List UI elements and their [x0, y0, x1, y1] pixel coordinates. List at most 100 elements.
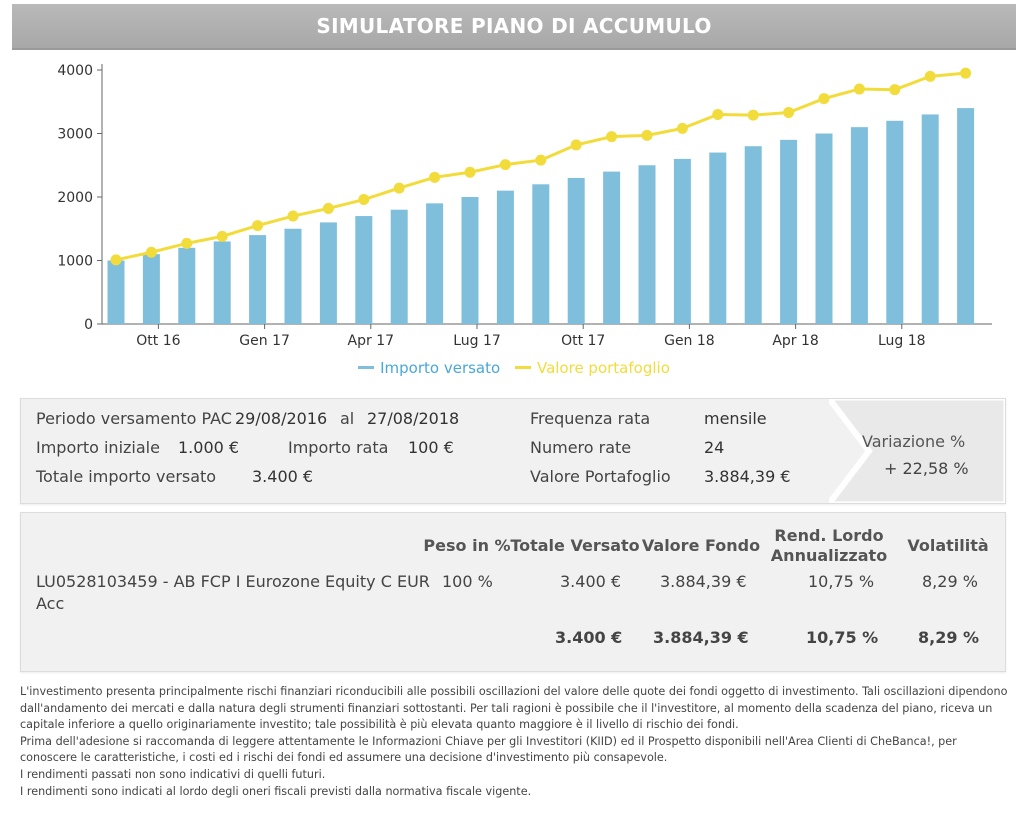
bar-importo-versato — [709, 152, 727, 324]
bar-importo-versato — [178, 247, 196, 324]
valore-portafoglio-value: 3.884,39 € — [704, 467, 791, 486]
point-valore-portafoglio — [393, 182, 405, 194]
total-totale-versato: 3.400 € — [555, 628, 623, 647]
disclaimer: L'investimento presenta principalmente r… — [20, 684, 1010, 800]
total-volatilita: 8,29 % — [918, 628, 980, 647]
bar-importo-versato — [426, 203, 444, 324]
legend-item-importo-versato[interactable]: Importo versato — [358, 359, 500, 377]
importo-rata-value: 100 € — [408, 438, 454, 457]
x-tick-label: Lug 17 — [453, 333, 501, 349]
x-tick-label: Apr 17 — [348, 333, 394, 349]
valore-portafoglio-label: Valore Portafoglio — [530, 467, 671, 486]
bar-importo-versato — [213, 241, 231, 324]
bar-importo-versato — [921, 114, 939, 324]
bar-importo-versato — [284, 228, 302, 324]
header-peso: Peso in % — [423, 536, 511, 555]
totale-importo-value: 3.400 € — [252, 467, 314, 486]
point-valore-portafoglio — [322, 202, 334, 214]
bar-series-importo-versato — [107, 108, 975, 325]
chart-legend: Importo versato Valore portafoglio — [12, 359, 1016, 377]
bar-importo-versato — [249, 235, 267, 324]
bar-importo-versato — [496, 190, 514, 324]
point-valore-portafoglio — [676, 122, 688, 134]
point-valore-portafoglio — [287, 210, 299, 222]
fund-name-line2: Acc — [36, 594, 65, 613]
periodo-start-value: 29/08/2016 — [235, 409, 328, 428]
header-totale-versato: Totale Versato — [510, 536, 640, 555]
disclaimer-p3: I rendimenti passati non sono indicativi… — [20, 767, 326, 781]
point-valore-portafoglio — [464, 166, 476, 178]
bar-importo-versato — [532, 184, 550, 324]
header-volatilita: Volatilità — [907, 536, 989, 555]
numero-rate-value: 24 — [704, 438, 725, 457]
point-valore-portafoglio — [499, 159, 511, 171]
fund-peso: 100 % — [442, 572, 493, 591]
bar-importo-versato — [142, 254, 160, 324]
bar-importo-versato — [461, 197, 479, 324]
y-tick-label: 1000 — [57, 254, 93, 270]
totale-importo-label: Totale importo versato — [36, 467, 217, 486]
legend-item-valore-portafoglio[interactable]: Valore portafoglio — [514, 359, 670, 377]
fund-table — [20, 512, 1006, 672]
point-valore-portafoglio — [358, 194, 370, 206]
header-valore-fondo: Valore Fondo — [641, 536, 761, 555]
point-valore-portafoglio — [783, 107, 795, 119]
fund-valore: 3.884,39 € — [660, 572, 747, 591]
variazione-value: + 22,58 % — [884, 459, 969, 478]
y-tick-label: 2000 — [57, 190, 93, 206]
numero-rate-label: Numero rate — [530, 438, 632, 457]
header-rend-lordo: Rend. Lordo Annualizzato — [770, 526, 888, 566]
x-tick-label: Ott 16 — [136, 333, 180, 349]
point-valore-portafoglio — [853, 83, 865, 95]
fund-rend: 10,75 % — [808, 572, 875, 591]
legend-swatch-bar — [358, 366, 375, 369]
x-tick-label: Gen 18 — [664, 333, 715, 349]
point-valore-portafoglio — [606, 131, 618, 143]
disclaimer-p1: L'investimento presenta principalmente r… — [20, 685, 1008, 732]
importo-rata-label: Importo rata — [288, 438, 389, 457]
bar-importo-versato — [390, 209, 408, 324]
point-valore-portafoglio — [712, 108, 724, 120]
x-tick-label: Ott 17 — [561, 333, 605, 349]
point-valore-portafoglio — [216, 230, 228, 242]
y-axis: 0 1000 2000 3000 4000 — [57, 63, 103, 333]
bar-importo-versato — [107, 260, 125, 324]
variazione-label: Variazione % — [862, 432, 966, 451]
bar-importo-versato — [355, 216, 373, 324]
legend-swatch-line — [514, 366, 531, 369]
point-valore-portafoglio — [960, 67, 972, 79]
y-tick-label: 3000 — [57, 127, 93, 143]
y-tick-label: 4000 — [57, 63, 93, 79]
point-valore-portafoglio — [252, 220, 264, 232]
bar-importo-versato — [673, 158, 691, 324]
point-valore-portafoglio — [181, 237, 193, 249]
variazione-arrow-shape — [829, 399, 1005, 503]
point-valore-portafoglio — [924, 70, 936, 82]
bar-importo-versato — [744, 146, 762, 324]
legend-label-valore-portafoglio: Valore portafoglio — [536, 359, 670, 377]
bar-importo-versato — [957, 108, 975, 324]
header-rend-line1: Rend. Lordo — [774, 526, 884, 545]
page-title: SIMULATORE PIANO DI ACCUMULO — [12, 4, 1016, 50]
frequenza-label: Frequenza rata — [530, 409, 651, 428]
bar-importo-versato — [780, 139, 798, 324]
bar-importo-versato — [319, 222, 337, 324]
summary-box — [20, 398, 1006, 504]
legend-label-importo-versato: Importo versato — [380, 359, 501, 377]
y-tick-label: 0 — [84, 317, 93, 333]
point-valore-portafoglio — [818, 93, 830, 105]
periodo-al-text: al — [340, 409, 355, 428]
disclaimer-p2: Prima dell'adesione si raccomanda di leg… — [20, 734, 957, 765]
point-valore-portafoglio — [570, 139, 582, 151]
bar-importo-versato — [603, 171, 621, 324]
pac-simulator-panel: SIMULATORE PIANO DI ACCUMULO 0 1000 2000 30… — [12, 4, 1016, 820]
bar-importo-versato — [886, 120, 904, 324]
importo-iniziale-value: 1.000 € — [178, 438, 240, 457]
point-valore-portafoglio — [429, 171, 441, 183]
point-valore-portafoglio — [535, 154, 547, 166]
total-rend: 10,75 % — [806, 628, 879, 647]
x-tick-label: Lug 18 — [878, 333, 926, 349]
bar-importo-versato — [815, 133, 833, 324]
point-valore-portafoglio — [145, 246, 157, 258]
disclaimer-p4: I rendimenti sono indicati al lordo degl… — [20, 784, 532, 798]
